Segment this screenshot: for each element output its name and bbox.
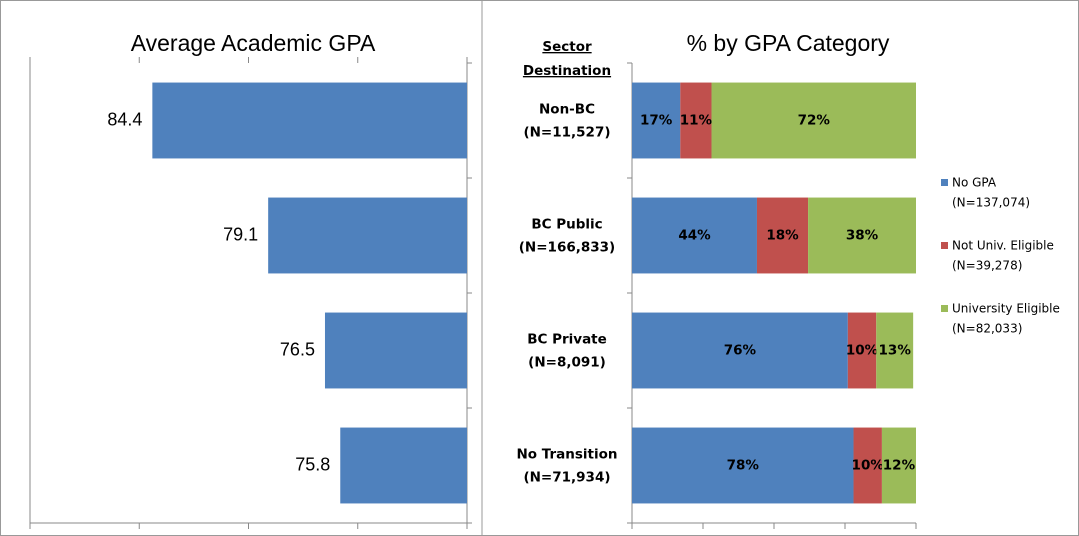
legend-swatch <box>941 305 948 312</box>
data-label: 78% <box>727 458 760 474</box>
bar-segment <box>808 197 916 274</box>
bar-segment <box>680 82 712 159</box>
value-label: 75.8 <box>295 454 330 474</box>
bar <box>340 427 467 504</box>
bar-segment <box>632 197 757 274</box>
bar-segment <box>711 82 916 159</box>
bar-segment <box>881 427 916 504</box>
data-label: 11% <box>680 113 713 129</box>
bar-segment <box>632 82 681 159</box>
data-label: 12% <box>883 458 916 474</box>
legend-swatch <box>941 242 948 249</box>
value-label: 84.4 <box>107 109 142 129</box>
chart-title: Average Academic GPA <box>131 30 376 56</box>
data-label: 17% <box>640 113 673 129</box>
data-label: 38% <box>846 228 879 244</box>
legend-swatch <box>941 179 948 186</box>
bar <box>324 312 467 389</box>
category-label: BC Private <box>527 332 607 348</box>
legend-label: (N=39,278) <box>952 259 1022 273</box>
bar-segment <box>853 427 882 504</box>
bar <box>152 82 468 159</box>
bar-segment <box>756 197 809 274</box>
category-label: Non-BC <box>539 102 595 118</box>
data-label: 44% <box>678 228 711 244</box>
legend-label: No GPA <box>952 176 997 190</box>
legend-label: (N=82,033) <box>952 322 1022 336</box>
value-label: 76.5 <box>280 339 315 359</box>
data-label: 72% <box>798 113 831 129</box>
value-label: 79.1 <box>223 224 258 244</box>
bar-segment <box>632 427 854 504</box>
category-label: No Transition <box>516 447 617 463</box>
data-label: 18% <box>766 228 799 244</box>
chart-title: % by GPA Category <box>687 30 890 56</box>
category-header: Destination <box>523 63 611 79</box>
bar-segment <box>632 312 848 389</box>
data-label: 10% <box>846 343 879 359</box>
category-label: (N=8,091) <box>528 355 606 371</box>
bar-segment <box>847 312 877 389</box>
category-label: (N=166,833) <box>519 240 615 256</box>
category-label: (N=71,934) <box>523 470 610 486</box>
data-label: 76% <box>724 343 757 359</box>
bar-segment <box>876 312 914 389</box>
data-label: 13% <box>879 343 912 359</box>
legend-label: University Eligible <box>952 302 1060 316</box>
data-label: 10% <box>852 458 885 474</box>
bar <box>268 197 467 274</box>
legend-label: Not Univ. Eligible <box>952 239 1054 253</box>
category-label: (N=11,527) <box>523 125 610 141</box>
category-header: Sector <box>542 39 592 55</box>
legend-label: (N=137,074) <box>952 196 1030 210</box>
category-label: BC Public <box>531 217 602 233</box>
